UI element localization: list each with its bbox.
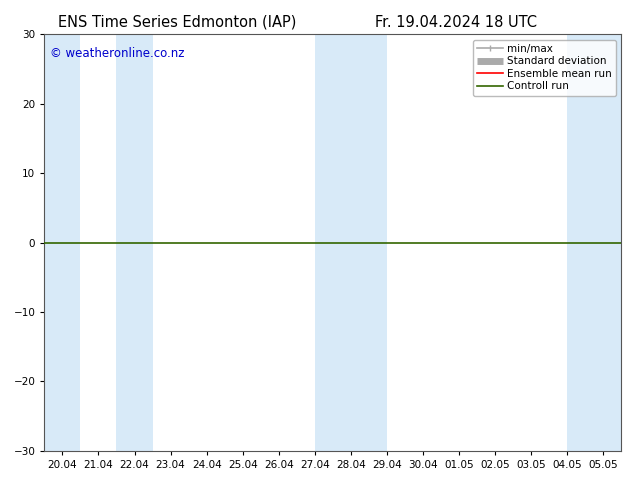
Text: Fr. 19.04.2024 18 UTC: Fr. 19.04.2024 18 UTC — [375, 15, 538, 30]
Text: © weatheronline.co.nz: © weatheronline.co.nz — [50, 47, 184, 60]
Bar — [44, 34, 81, 451]
Bar — [117, 34, 153, 451]
Legend: min/max, Standard deviation, Ensemble mean run, Controll run: min/max, Standard deviation, Ensemble me… — [473, 40, 616, 96]
Bar — [315, 34, 387, 451]
Text: ENS Time Series Edmonton (IAP): ENS Time Series Edmonton (IAP) — [58, 15, 297, 30]
Bar — [567, 34, 621, 451]
